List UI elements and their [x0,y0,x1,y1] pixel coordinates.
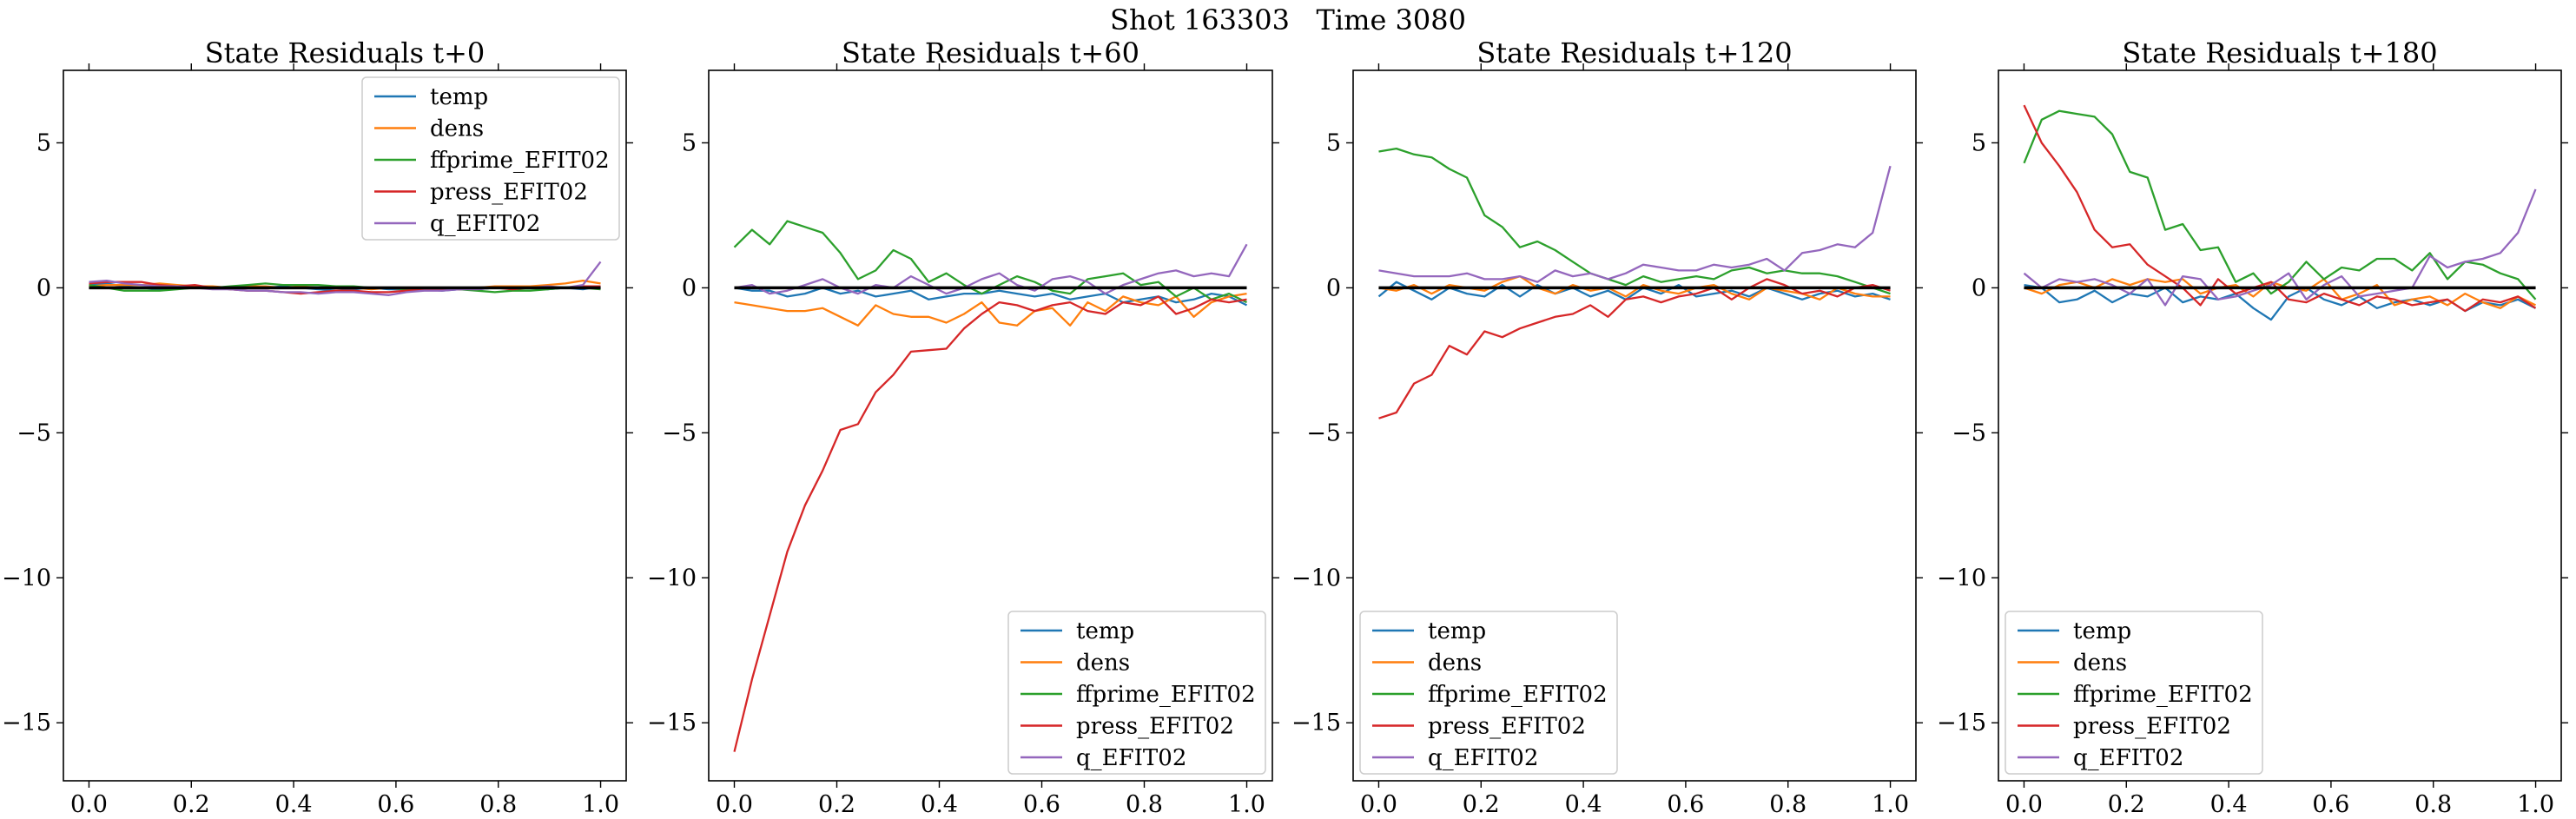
x-tick-label: 1.0 [2517,791,2554,818]
y-tick-label: −5 [1306,419,1341,446]
legend-label-press_EFIT02: press_EFIT02 [2073,714,2231,740]
y-tick-label: 5 [682,129,697,156]
legend-label-q_EFIT02: q_EFIT02 [2073,745,2183,771]
legend: temp dens ffprime_EFIT02 press_EFIT02 q_EFIT… [2005,611,2263,775]
figure-title: Shot 163303 Time 3080 [1110,3,1466,36]
x-tick-label: 0.8 [1769,791,1807,818]
series-line-press_EFIT02 [1378,278,1891,419]
legend-label-temp: temp [430,84,488,110]
x-tick-label: 0.6 [1667,791,1704,818]
x-tick-label: 0.8 [2414,791,2452,818]
x-tick-label: 0.2 [1463,791,1500,818]
x-tick-label: 0.2 [2108,791,2145,818]
axes-frame [1998,69,2562,782]
x-tick-label: 1.0 [582,791,619,818]
legend-label-ffprime_EFIT02: ffprime_EFIT02 [1428,682,1608,708]
legend-label-dens: dens [2073,651,2127,677]
y-tick-label: −10 [1291,565,1341,591]
x-tick-label: 0.0 [70,791,108,818]
series-line-dens [2024,278,2537,309]
y-tick-label: −10 [1937,565,1986,591]
legend-label-press_EFIT02: press_EFIT02 [430,180,588,206]
series-line-temp [1377,281,1891,301]
series-line-ffprime_EFIT02 [733,220,1248,304]
x-tick-label: 0.6 [1023,791,1060,818]
legend-box [361,76,620,241]
series-line-ffprime_EFIT02 [2023,109,2537,301]
subplot-2: State Residuals t+120 0.0 0.2 0.4 0.6 0.8 1.0 −… [1291,36,1923,818]
subplot-title: State Residuals t+60 [842,36,1139,69]
y-tick-label: −10 [647,565,697,591]
y-tick-label: 0 [682,274,697,301]
y-tick-label: 5 [1972,129,1986,156]
legend-label-dens: dens [1428,651,1482,677]
x-tick-label: 1.0 [1228,791,1265,818]
subplot-3: State Residuals t+180 0.0 0.2 0.4 0.6 0.8 1.0 −… [1937,36,2568,818]
legend-label-ffprime_EFIT02: ffprime_EFIT02 [2073,682,2253,708]
legend-box [2005,611,2263,775]
legend-label-ffprime_EFIT02: ffprime_EFIT02 [1076,682,1256,708]
x-tick-label: 0.8 [479,791,517,818]
y-tick-label: 5 [1326,129,1341,156]
y-tick-label: −15 [1937,710,1986,736]
series-line-q_EFIT02 [1378,165,1892,283]
x-tick-label: 0.4 [275,791,313,818]
legend-label-press_EFIT02: press_EFIT02 [1076,714,1234,740]
y-tick-label: −15 [647,710,697,736]
legend-label-q_EFIT02: q_EFIT02 [1076,745,1186,771]
y-tick-label: 0 [1326,274,1341,301]
subplot-title: State Residuals t+0 [205,36,485,69]
legend-label-dens: dens [430,116,484,142]
x-tick-label: 0.2 [173,791,210,818]
series-line-press_EFIT02 [2023,104,2537,313]
subplot-1: State Residuals t+60 0.0 0.2 0.4 0.6 0.8 1.0 −1… [647,36,1279,818]
legend-label-temp: temp [2073,618,2131,644]
axes-frame [708,69,1273,782]
x-tick-label: 0.0 [2005,791,2043,818]
series-line-dens [734,292,1247,327]
x-tick-label: 0.4 [2210,791,2248,818]
axes-frame [63,69,627,782]
x-tick-label: 0.8 [1126,791,1163,818]
series-line-ffprime_EFIT02 [1378,147,1891,295]
legend: temp dens ffprime_EFIT02 press_EFIT02 q_EFIT… [1359,611,1618,775]
y-tick-label: −5 [17,419,51,446]
x-tick-label: 0.4 [921,791,958,818]
y-tick-label: 0 [36,274,51,301]
series-line-q_EFIT02 [2023,188,2537,307]
y-tick-label: −5 [662,419,697,446]
x-tick-label: 0.4 [1565,791,1602,818]
legend-label-temp: temp [1428,618,1486,644]
y-tick-label: −15 [1291,710,1341,736]
legend-label-temp: temp [1076,618,1134,644]
x-tick-label: 0.6 [2312,791,2349,818]
legend-box [1359,611,1618,775]
legend: temp dens ffprime_EFIT02 press_EFIT02 q_EFIT… [361,76,620,241]
legend-label-dens: dens [1076,651,1130,677]
y-tick-label: −15 [2,710,51,736]
series-line-press_EFIT02 [733,295,1247,752]
axes-frame [1352,69,1917,782]
x-tick-label: 0.2 [818,791,855,818]
legend-label-ffprime_EFIT02: ffprime_EFIT02 [430,148,610,174]
subplot-title: State Residuals t+120 [1476,36,1792,69]
legend: temp dens ffprime_EFIT02 press_EFIT02 q_EFIT… [1007,611,1266,775]
x-tick-label: 1.0 [1872,791,1909,818]
x-tick-label: 0.6 [377,791,414,818]
y-tick-label: −5 [1952,419,1986,446]
subplot-0: State Residuals t+0 0.0 0.2 0.4 0.6 0.8 1.0 −15… [2,36,633,818]
subplot-title: State Residuals t+180 [2122,36,2437,69]
y-tick-label: 0 [1972,274,1986,301]
legend-label-q_EFIT02: q_EFIT02 [430,211,540,237]
legend-label-q_EFIT02: q_EFIT02 [1428,745,1538,771]
y-tick-label: −10 [2,565,51,591]
x-tick-label: 0.0 [1360,791,1397,818]
x-tick-label: 0.0 [716,791,753,818]
legend-label-press_EFIT02: press_EFIT02 [1428,714,1586,740]
y-tick-label: 5 [36,129,51,156]
series-line-q_EFIT02 [734,243,1248,295]
legend-box [1007,611,1266,775]
